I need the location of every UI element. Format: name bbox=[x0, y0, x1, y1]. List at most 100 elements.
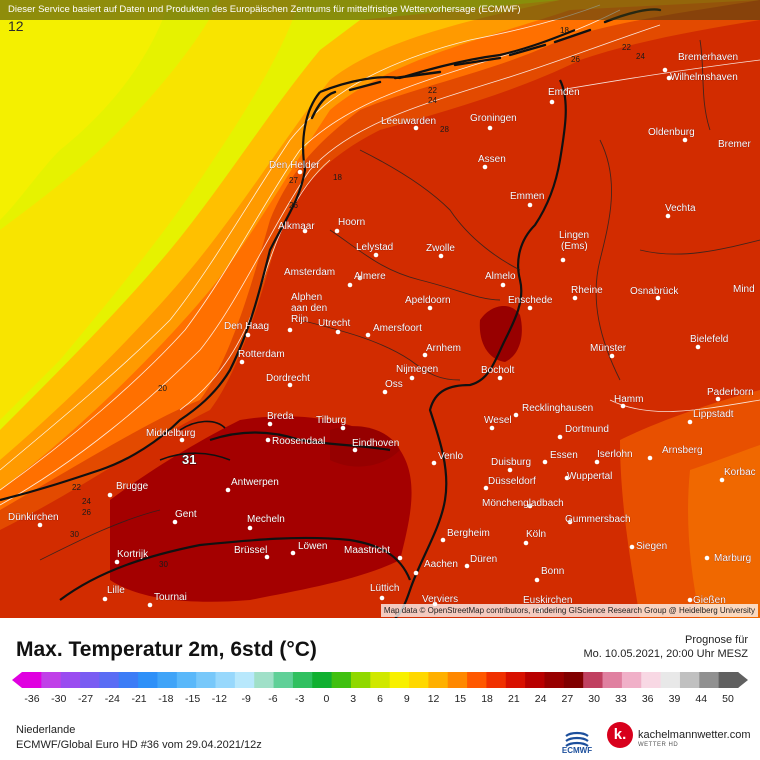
city-label: Den Helder bbox=[269, 160, 320, 171]
scale-tick-label: 50 bbox=[722, 693, 734, 705]
scale-swatch bbox=[157, 672, 178, 688]
city-label: Breda bbox=[267, 411, 294, 422]
city-label: Bremer bbox=[718, 139, 751, 150]
scale-swatch bbox=[660, 672, 681, 688]
city-label: Leeuwarden bbox=[381, 116, 436, 127]
scale-tick-label: 9 bbox=[404, 693, 410, 705]
city-label: (Ems) bbox=[561, 241, 588, 252]
scale-tick-label: 18 bbox=[481, 693, 493, 705]
isotherm-value: 26 bbox=[571, 55, 580, 64]
scale-swatch bbox=[602, 672, 623, 688]
scale-swatch bbox=[718, 672, 739, 688]
scale-swatch bbox=[60, 672, 81, 688]
scale-swatch bbox=[234, 672, 255, 688]
isotherm-value: 24 bbox=[636, 52, 645, 61]
ecmwf-logo-text: ECMWF bbox=[561, 746, 593, 755]
scale-tick-label: -3 bbox=[295, 693, 304, 705]
isotherm-value: 30 bbox=[70, 530, 79, 539]
city-label: Lelystad bbox=[356, 242, 393, 253]
city-label: Lingen bbox=[559, 230, 589, 241]
city-label: Amsterdam bbox=[284, 267, 335, 278]
city-label: Oldenburg bbox=[648, 127, 695, 138]
city-label: Nijmegen bbox=[396, 364, 438, 375]
region-label: Niederlande bbox=[16, 724, 76, 736]
city-label: Arnsberg bbox=[662, 445, 703, 456]
isotherm-labels: 18 22 24 22 24 26 28 27 18 26 20 22 24 2… bbox=[70, 26, 645, 569]
scale-swatch bbox=[273, 672, 294, 688]
city-label: Lille bbox=[107, 585, 125, 596]
scale-swatch bbox=[254, 672, 274, 688]
city-label: Recklinghausen bbox=[522, 403, 593, 414]
legend-footer: Max. Temperatur 2m, 6std (°C) Prognose f… bbox=[0, 618, 760, 760]
isotherm-value: 24 bbox=[428, 96, 437, 105]
city-label: Siegen bbox=[636, 541, 667, 552]
scale-swatch bbox=[525, 672, 545, 688]
city-label: Wilhelmshaven bbox=[670, 72, 738, 83]
scale-swatch bbox=[505, 672, 526, 688]
scale-swatch bbox=[331, 672, 352, 688]
scale-swatch bbox=[22, 672, 42, 688]
scale-swatch bbox=[447, 672, 468, 688]
city-label: Marburg bbox=[714, 553, 751, 564]
scale-tick-label: 21 bbox=[508, 693, 520, 705]
city-label: Kortrijk bbox=[117, 549, 149, 560]
map-attribution[interactable]: Map data © OpenStreetMap contributors, r… bbox=[380, 604, 758, 617]
scale-tick-label: 3 bbox=[350, 693, 356, 705]
city-label: Brugge bbox=[116, 481, 149, 492]
city-label: Roosendaal bbox=[272, 436, 325, 447]
city-label: Euskirchen bbox=[523, 595, 572, 606]
scale-swatch bbox=[409, 672, 429, 688]
city-label: Paderborn bbox=[707, 387, 754, 398]
scale-tick-label: -9 bbox=[241, 693, 250, 705]
city-label: Korbac bbox=[724, 467, 756, 478]
city-label: Bocholt bbox=[481, 365, 515, 376]
isotherm-value: 18 bbox=[560, 26, 569, 35]
city-label: Utrecht bbox=[318, 318, 350, 329]
city-label: Hamm bbox=[614, 394, 643, 405]
city-label: Middelburg bbox=[146, 428, 195, 439]
city-label: Düsseldorf bbox=[488, 476, 536, 487]
scale-tick-label: 44 bbox=[695, 693, 707, 705]
scale-tick-label: -18 bbox=[158, 693, 173, 705]
city-label: Gummersbach bbox=[565, 514, 631, 525]
scale-swatch bbox=[99, 672, 120, 688]
scale-swatch bbox=[80, 672, 100, 688]
city-label: Alphen bbox=[291, 292, 322, 303]
city-label: Essen bbox=[550, 450, 578, 461]
city-label: Wesel bbox=[484, 415, 512, 426]
isotherm-value: 26 bbox=[289, 201, 298, 210]
isotherm-value: 22 bbox=[428, 86, 437, 95]
brand-name[interactable]: kachelmannwetter.com bbox=[638, 729, 751, 741]
scale-swatch bbox=[215, 672, 236, 688]
scale-swatch bbox=[370, 672, 391, 688]
corner-value: 12 bbox=[8, 18, 24, 34]
scale-swatch bbox=[118, 672, 139, 688]
city-label: Lüttich bbox=[370, 583, 399, 594]
color-scale: -36 -30 -27 -24 -21 -18 -15 -12 -9 -6 -3 0 3 6 9 12 15 18… bbox=[12, 672, 748, 705]
city-label: Duisburg bbox=[491, 457, 531, 468]
city-label: Almelo bbox=[485, 271, 516, 282]
max-value-label: 31 bbox=[182, 452, 196, 467]
kachelmann-logo-icon[interactable]: k. bbox=[607, 722, 633, 748]
scale-tick-label: 27 bbox=[562, 693, 574, 705]
city-label: Arnhem bbox=[426, 343, 461, 354]
ecmwf-logo-icon bbox=[565, 731, 589, 747]
scale-tick-label: -15 bbox=[185, 693, 200, 705]
city-label: Amersfoort bbox=[373, 323, 422, 334]
city-label: Tournai bbox=[154, 592, 187, 603]
isotherm-value: 28 bbox=[440, 125, 449, 134]
city-labels: Bremerhaven Wilhelmshaven Emden Oldenbur… bbox=[8, 52, 756, 607]
city-label: Groningen bbox=[470, 113, 517, 124]
city-label: Wuppertal bbox=[567, 471, 612, 482]
scale-arrow-right bbox=[738, 672, 748, 688]
scale-tick-label: -6 bbox=[268, 693, 277, 705]
city-label: Mecheln bbox=[247, 514, 285, 525]
ecmwf-notice-banner: Dieser Service basiert auf Daten und Pro… bbox=[0, 0, 760, 20]
scale-swatch bbox=[196, 672, 216, 688]
scale-swatch bbox=[428, 672, 449, 688]
city-label: Köln bbox=[526, 529, 546, 540]
city-label: Iserlohn bbox=[597, 449, 633, 460]
map-canvas: 18 22 24 22 24 26 28 27 18 26 20 22 24 2… bbox=[0, 0, 760, 618]
city-label: Hoorn bbox=[338, 217, 365, 228]
temperature-map[interactable]: 18 22 24 22 24 26 28 27 18 26 20 22 24 2… bbox=[0, 0, 760, 618]
